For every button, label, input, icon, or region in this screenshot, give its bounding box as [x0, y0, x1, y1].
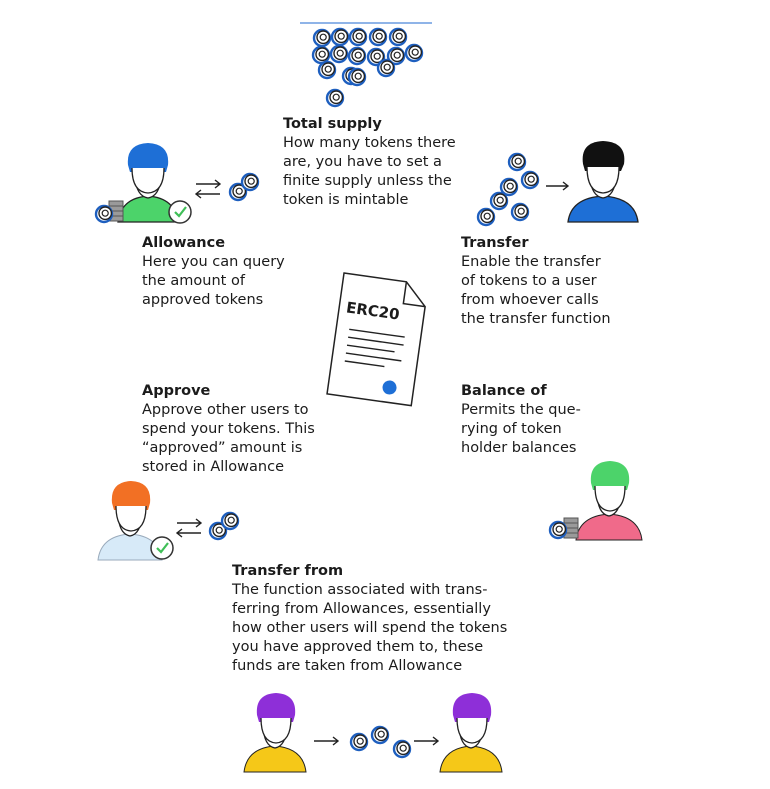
user-icon [243, 693, 307, 773]
balance-of-title: Balance of [461, 383, 547, 399]
transfer-from-section: Transfer from The function associated wi… [232, 562, 507, 676]
user-icon [567, 141, 639, 223]
total-supply-body: How many tokens there are, you have to s… [283, 135, 456, 208]
balance-of-body: Permits the que- rying of token holder b… [461, 402, 581, 456]
allowance-title: Allowance [142, 235, 226, 251]
approve-section: Approve Approve other users to spend you… [142, 382, 315, 477]
approve-title: Approve [142, 383, 211, 399]
balance-of-section: Balance of Permits the que- rying of tok… [461, 382, 581, 458]
transfer-from-title: Transfer from [232, 563, 344, 579]
total-supply-section: Total supply How many tokens there are, … [283, 115, 456, 210]
arrow-right-icon [314, 736, 340, 746]
total-supply-title: Total supply [283, 116, 382, 132]
user-icon [97, 481, 163, 561]
transfer-body: Enable the transfer of tokens to a user … [461, 254, 611, 327]
allowance-section: Allowance Here you can query the amount … [142, 234, 285, 310]
transfer-section: Transfer Enable the transfer of tokens t… [461, 234, 611, 329]
user-icon [439, 693, 503, 773]
user-icon [117, 143, 179, 223]
arrow-right-icon [414, 736, 440, 746]
coin-pile [311, 27, 424, 108]
approve-body: Approve other users to spend your tokens… [142, 402, 315, 475]
exchange-arrows [175, 518, 203, 538]
arrow-right-icon [546, 181, 570, 191]
allowance-body: Here you can query the amount of approve… [142, 254, 285, 308]
erc20-document [326, 272, 426, 407]
transfer-from-body: The function associated with trans- ferr… [232, 582, 508, 674]
coin-scatter [476, 152, 540, 227]
user-icon [575, 461, 643, 541]
exchange-arrows [194, 179, 222, 199]
transfer-title: Transfer [461, 235, 529, 251]
